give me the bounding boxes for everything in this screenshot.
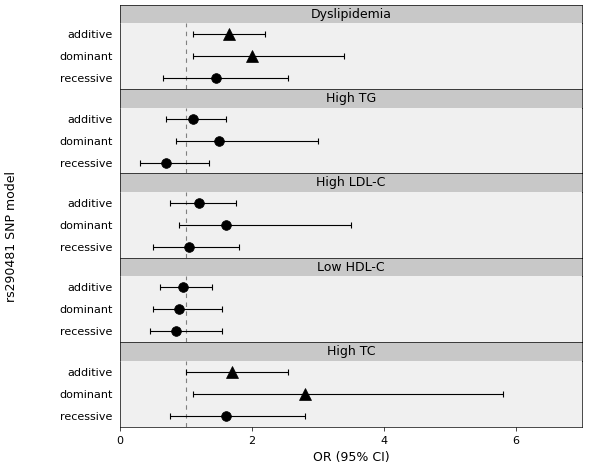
X-axis label: OR (95% CI): OR (95% CI) <box>313 451 389 464</box>
Text: rs290481 SNP model: rs290481 SNP model <box>5 172 19 302</box>
Text: High TC: High TC <box>327 345 375 358</box>
Text: High TG: High TG <box>326 92 376 105</box>
Text: Low HDL-C: Low HDL-C <box>317 261 385 273</box>
Text: Dyslipidemia: Dyslipidemia <box>311 8 392 20</box>
Text: High LDL-C: High LDL-C <box>316 176 386 189</box>
